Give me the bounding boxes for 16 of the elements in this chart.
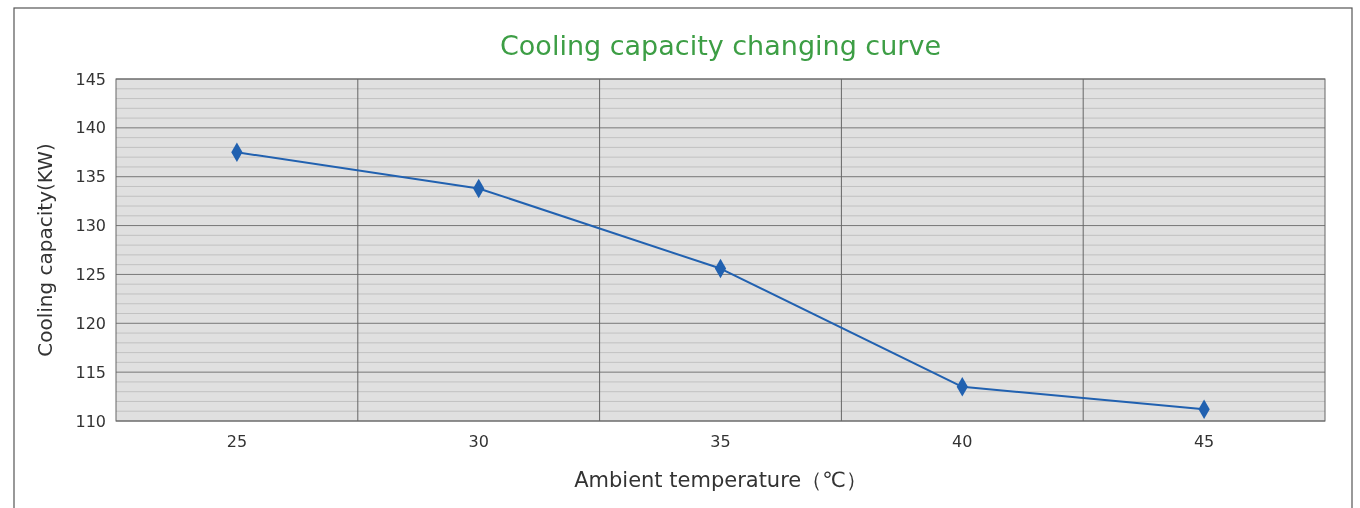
x-tick-label: 25 [226,432,248,451]
y-tick-label: 130 [75,216,106,236]
chart-title: Cooling capacity changing curve [499,30,942,61]
x-tick-label: 30 [468,432,489,451]
y-tick-label: 125 [75,265,106,285]
x-tick-label: 45 [1193,432,1215,451]
y-tick-label: 145 [75,69,106,89]
x-tick-label: 40 [952,432,973,451]
x-axis-title: Ambient temperature（℃） [574,468,867,492]
y-axis-title: Cooling capacity(KW) [33,143,57,357]
y-tick-label: 110 [75,411,106,431]
y-tick-label: 135 [75,167,106,187]
x-tick-label: 35 [710,432,731,451]
y-tick-label: 120 [75,313,106,333]
y-tick-label: 140 [75,118,106,138]
y-tick-label: 115 [75,362,106,382]
